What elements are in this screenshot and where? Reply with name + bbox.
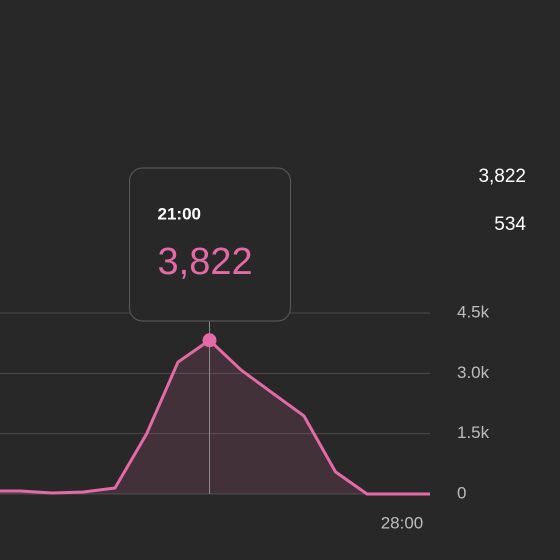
x-tick-label: 28:00 xyxy=(381,513,424,532)
tooltip-box xyxy=(128,167,292,322)
tooltip: 21:00 3,822 xyxy=(128,167,292,322)
y-tick-label: 3.0k xyxy=(457,363,490,382)
area-fill xyxy=(0,340,430,494)
tooltip-value: 3,822 xyxy=(158,241,253,283)
y-tick-label: 1.5k xyxy=(457,423,490,442)
hover-dot xyxy=(202,333,217,348)
summary-value: 534 xyxy=(494,214,526,235)
summary-value: 3,822 xyxy=(478,166,526,187)
y-tick-label: 4.5k xyxy=(457,302,490,321)
tooltip-title: 21:00 xyxy=(158,204,201,223)
y-tick-label: 0 xyxy=(457,483,466,502)
